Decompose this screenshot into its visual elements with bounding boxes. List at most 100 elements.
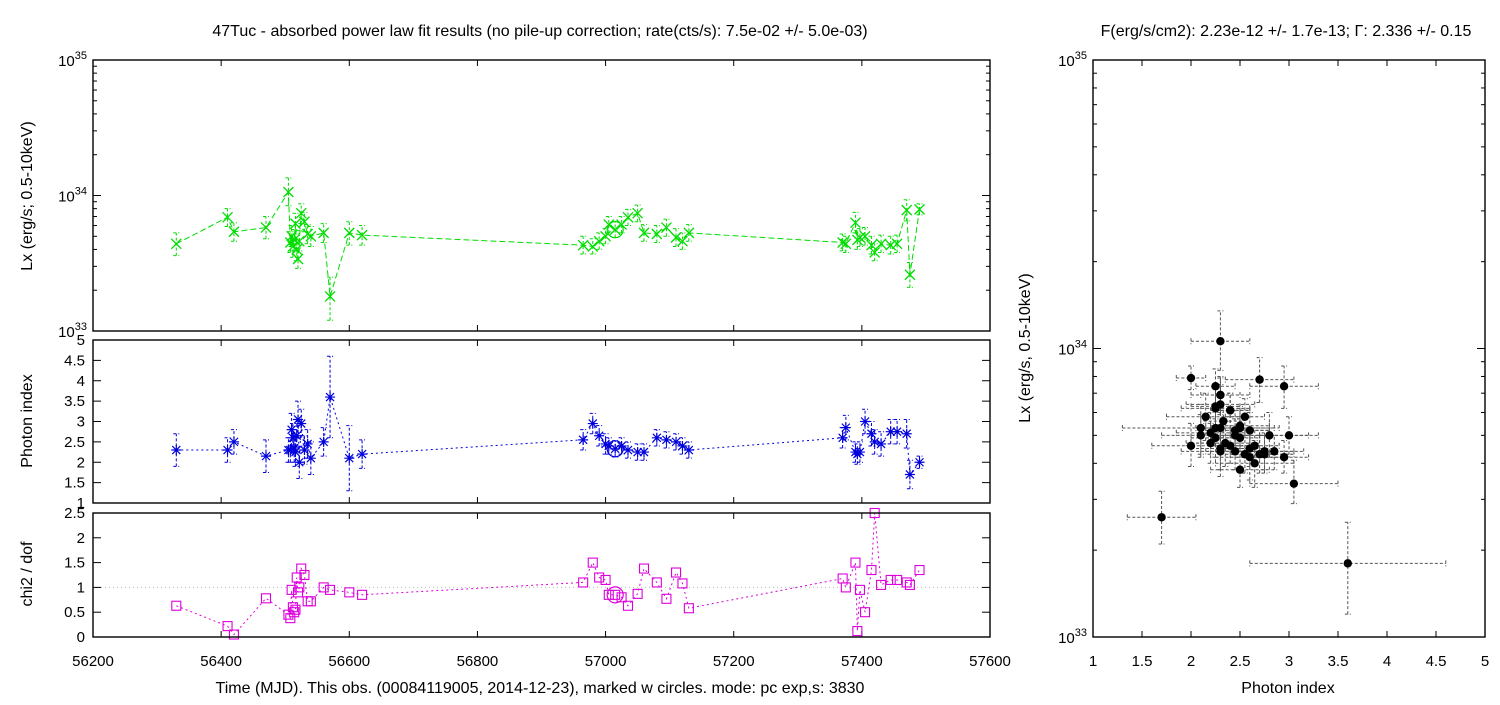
data-point-x: [228, 226, 240, 238]
data-point-square: [299, 569, 310, 581]
scatter-error-bar: [1215, 439, 1295, 488]
data-point-star: [260, 451, 271, 462]
data-point-star: [296, 418, 307, 429]
x-tick-label: 57400: [841, 653, 883, 670]
data-point-star: [357, 449, 368, 460]
data-point-star: [285, 445, 296, 456]
data-point-x: [901, 204, 913, 216]
data-point-star: [603, 440, 614, 451]
data-point-x: [260, 222, 272, 234]
scatter-error-bar: [1190, 375, 1251, 416]
x-tick-label: 3: [1285, 653, 1293, 670]
y-tick-label: 2.5: [64, 434, 85, 451]
scatter-point: [1343, 559, 1353, 568]
x-tick-label: 2.5: [1230, 653, 1251, 670]
scatter-point: [1240, 450, 1250, 459]
data-point-square: [578, 577, 589, 588]
scatter-point: [1245, 444, 1255, 453]
x-tick-label: 2: [1187, 653, 1195, 670]
data-point-x: [891, 238, 903, 250]
data-point-square: [850, 557, 861, 568]
data-point-x: [356, 229, 368, 241]
y-tick-label: 1.5: [64, 555, 85, 572]
y-tick-label: 1.5: [64, 475, 85, 492]
data-point-star: [661, 434, 672, 445]
scatter-y-axis-label: Lx (erg/s, 0.5-10keV): [1017, 273, 1034, 422]
data-point-star: [344, 453, 355, 464]
this-obs-circle: [606, 221, 624, 239]
scatter-point: [1211, 433, 1220, 443]
data-point-square: [318, 582, 329, 593]
scatter-point: [1219, 416, 1228, 426]
y-tick-label: 1034: [58, 186, 87, 206]
scatter-error-bar: [1224, 398, 1265, 436]
data-point-x: [292, 253, 304, 265]
scatter-point: [1216, 423, 1225, 433]
scatter-x-axis-label: Photon index: [1241, 680, 1334, 697]
data-point-x: [676, 235, 688, 247]
data-point-star: [901, 428, 912, 439]
data-point-square: [876, 579, 887, 590]
scatter-point: [1211, 382, 1220, 391]
x-tick-label: 1.5: [1132, 653, 1153, 670]
error-bar: [854, 230, 861, 250]
data-point-x: [298, 216, 310, 228]
data-point-star: [837, 432, 848, 443]
y-tick-label: 1: [77, 495, 85, 512]
y-tick-label: 1035: [58, 50, 87, 70]
scatter-point: [1289, 479, 1299, 488]
x-tick-label: 57000: [585, 653, 627, 670]
data-point-star: [671, 436, 682, 447]
y-tick-label: 3.5: [64, 393, 85, 410]
data-point-x: [840, 238, 852, 250]
error-bar: [906, 459, 913, 490]
data-point-star: [904, 469, 915, 480]
scatter-point: [1216, 336, 1225, 346]
x-tick-label: 3.5: [1328, 653, 1349, 670]
this-obs-circle: [606, 586, 624, 604]
data-point-star: [600, 438, 611, 449]
data-point-star: [869, 436, 880, 447]
scatter-point: [1157, 513, 1166, 522]
data-point-square: [294, 582, 305, 593]
scatter-point: [1186, 441, 1196, 450]
data-point-x: [593, 235, 605, 247]
data-point-x: [651, 228, 663, 240]
data-point-star: [677, 440, 688, 451]
data-point-x: [869, 246, 881, 258]
this-obs-circle: [606, 440, 624, 458]
data-point-x: [837, 237, 849, 248]
data-point-x: [305, 230, 317, 242]
error-bar: [903, 418, 910, 449]
series-line: [176, 512, 920, 636]
error-bar: [624, 208, 631, 227]
error-bar: [673, 228, 680, 248]
data-point-star: [287, 432, 298, 443]
data-point-square: [171, 600, 182, 611]
error-bar: [641, 443, 648, 461]
scatter-point: [1270, 447, 1279, 456]
y-tick-label: 4.5: [64, 352, 85, 369]
data-point-star: [622, 445, 633, 456]
data-point-star: [651, 432, 662, 443]
right-chart-title: F(erg/s/cm2): 2.23e-12 +/- 1.7e-13; Γ: 2…: [1101, 23, 1472, 40]
data-point-square: [222, 621, 233, 632]
data-point-square: [285, 613, 296, 624]
data-point-square: [852, 625, 863, 637]
data-point-star: [892, 426, 903, 437]
y-tick-label: 0.5: [64, 604, 85, 621]
error-bar: [839, 233, 846, 252]
data-point-star: [683, 445, 694, 456]
error-bar: [580, 235, 587, 255]
y-tick-label: 1033: [1058, 627, 1087, 647]
plot-frame: [92, 59, 991, 332]
data-point-x: [638, 227, 650, 239]
data-point-star: [594, 430, 605, 441]
data-point-square: [866, 564, 877, 576]
scatter-error-bar: [1249, 521, 1447, 615]
lx-axis-label: Lx (erg/s; 0.5-10keV): [19, 121, 36, 270]
data-point-x: [622, 211, 634, 223]
scatter-point: [1255, 375, 1264, 384]
error-bar: [596, 232, 603, 250]
